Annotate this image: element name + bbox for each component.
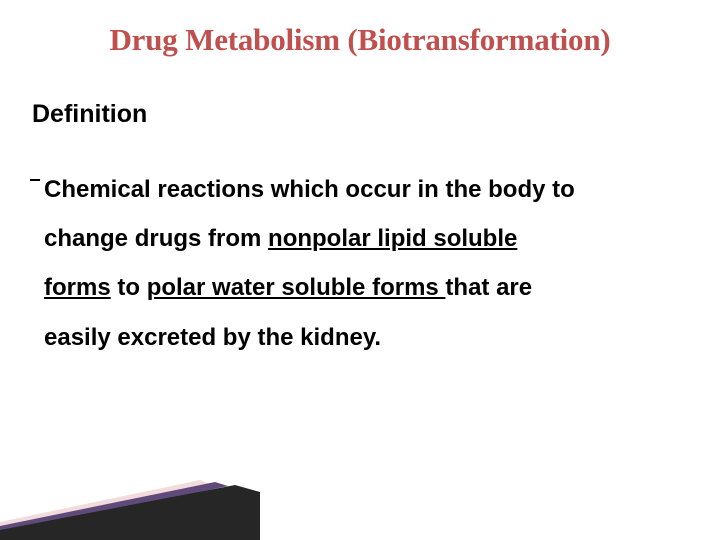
body-line-3b: to — [111, 274, 147, 301]
body-line-4: easily excreted by the kidney. — [44, 324, 381, 351]
slide-title: Drug Metabolism (Biotransformation) — [40, 22, 680, 58]
body-line-3a: forms — [44, 274, 111, 301]
body-line-2b: nonpolar lipid soluble — [268, 225, 517, 252]
definition-body: Chemical reactions which occur in the bo… — [44, 165, 680, 362]
body-line-1: Chemical reactions which occur in the bo… — [44, 176, 575, 203]
corner-decoration — [0, 480, 260, 540]
body-line-3c: polar water soluble forms — [147, 274, 446, 301]
body-line-3d: that are — [445, 274, 532, 301]
body-line-2a: change drugs from — [44, 225, 268, 252]
definition-heading: Definition — [32, 100, 680, 129]
slide: Drug Metabolism (Biotransformation) Defi… — [0, 0, 720, 540]
bullet-icon — [30, 179, 40, 181]
